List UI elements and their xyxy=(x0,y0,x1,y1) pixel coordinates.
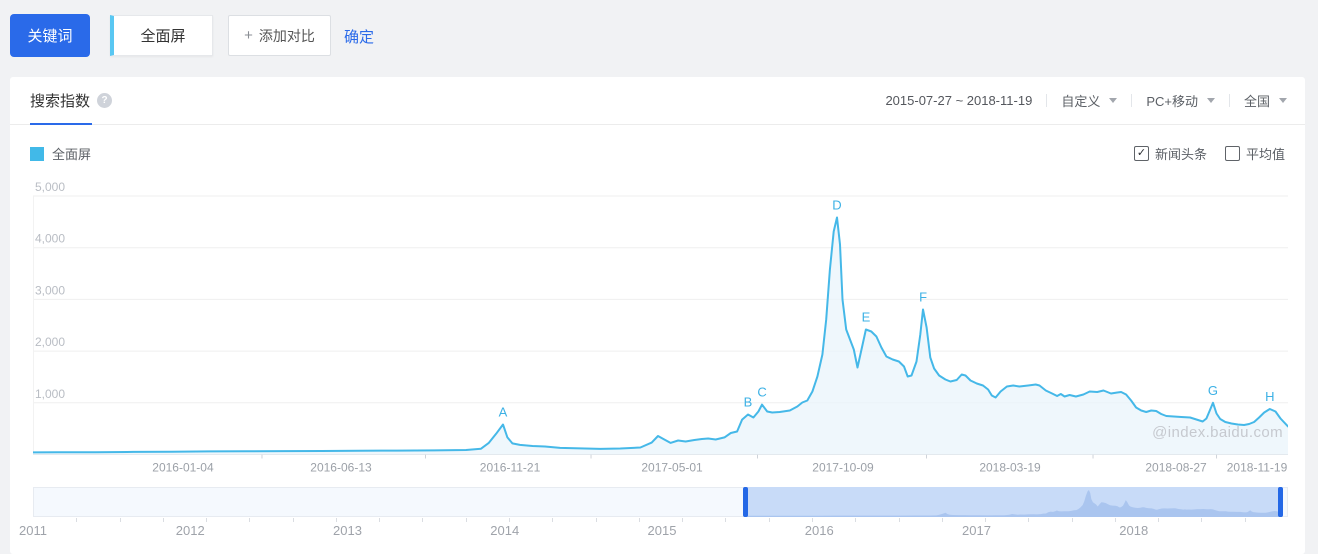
peak-marker-label: D xyxy=(832,198,841,213)
range-preset-dropdown[interactable]: 自定义 xyxy=(1061,91,1118,110)
series-color-swatch xyxy=(30,146,44,161)
peak-marker-label: G xyxy=(1208,383,1218,398)
region-dropdown[interactable]: 全国 xyxy=(1244,91,1287,110)
add-compare-label: 添加对比 xyxy=(258,27,315,44)
divider xyxy=(1131,94,1133,107)
timeline-year-label: 2017 xyxy=(962,523,991,538)
x-axis-tick-label: 2017-05-01 xyxy=(641,461,703,475)
series-legend-label: 全面屏 xyxy=(52,147,92,162)
add-compare-button[interactable]: + 添加对比 xyxy=(228,15,331,56)
peak-marker-label: F xyxy=(919,290,927,305)
chevron-down-icon xyxy=(1206,98,1215,103)
x-axis-tick-label: 2018-03-19 xyxy=(979,461,1041,475)
divider xyxy=(1228,94,1230,107)
timeline-handle-left[interactable] xyxy=(743,487,749,517)
platform-dropdown[interactable]: PC+移动 xyxy=(1146,91,1215,110)
timeline-handle-right[interactable] xyxy=(1277,487,1283,517)
x-axis-tick-label: 2016-11-21 xyxy=(480,461,541,475)
x-axis-tick-label: 2016-01-04 xyxy=(152,461,214,475)
card-header: 搜索指数 ? 2015-07-27 ~ 2018-11-19 自定义 PC+移动… xyxy=(10,77,1305,125)
x-axis-tick-label: 2018-08-27 xyxy=(1145,461,1207,475)
trend-line-chart: 1,000 2,000 3,000 4,000 5,000 2016-01-04 2016-… xyxy=(33,182,1288,475)
keyword-chip-label: 全面屏 xyxy=(140,28,186,45)
y-axis-tick-label: 2,000 xyxy=(35,335,65,349)
region-label: 全国 xyxy=(1243,94,1270,109)
timeline-selected-range[interactable] xyxy=(744,487,1283,517)
chevron-down-icon xyxy=(1279,98,1287,103)
peak-marker-label: C xyxy=(757,385,766,400)
x-axis-tick-label: 2017-10-09 xyxy=(812,461,874,475)
tab-search-index[interactable]: 搜索指数 ? xyxy=(30,77,113,124)
peak-marker-label: H xyxy=(1265,389,1274,404)
date-range[interactable]: 2015-07-27 ~ 2018-11-19 xyxy=(885,93,1033,108)
keyword-chip-quanmianping[interactable]: 全面屏 xyxy=(110,15,213,56)
timeline-year-label: 2014 xyxy=(490,523,520,538)
timeline-ticks xyxy=(33,518,1288,523)
timeline-year-label: 2013 xyxy=(333,523,362,538)
help-icon[interactable]: ? xyxy=(97,93,113,108)
overlay-toggles: ✓ 新闻头条 平均值 xyxy=(1133,144,1285,163)
peak-marker-label: E xyxy=(862,309,871,324)
divider xyxy=(1046,94,1048,107)
checkbox-checked-icon[interactable]: ✓ xyxy=(1133,146,1149,161)
search-index-card: 搜索指数 ? 2015-07-27 ~ 2018-11-19 自定义 PC+移动… xyxy=(10,77,1305,554)
toggle-average-label: 平均值 xyxy=(1245,147,1285,162)
x-axis-tick-label: 2016-06-13 xyxy=(310,461,372,475)
baidu-index-watermark: @index.baidu.com xyxy=(1152,424,1283,441)
timeline-year-label: 2015 xyxy=(647,523,677,538)
y-axis-tick-label: 4,000 xyxy=(35,232,65,246)
y-axis-tick-label: 1,000 xyxy=(35,387,65,401)
platform-label: PC+移动 xyxy=(1146,94,1198,109)
active-tab-underline xyxy=(30,123,92,125)
timeline-slider-track[interactable] xyxy=(33,487,1288,517)
series-legend: 全面屏 xyxy=(30,144,91,163)
y-axis-tick-label: 3,000 xyxy=(35,283,65,297)
timeline-year-label: 2011 xyxy=(19,523,47,538)
checkbox-unchecked-icon[interactable] xyxy=(1224,146,1240,161)
timeline-mini-series xyxy=(744,490,1283,517)
confirm-link[interactable]: 确定 xyxy=(344,29,375,46)
toggle-news-label: 新闻头条 xyxy=(1154,147,1207,162)
keyword-button[interactable]: 关键词 xyxy=(10,14,90,57)
timeline-year-label: 2016 xyxy=(804,523,834,538)
timeline-year-label: 2018 xyxy=(1119,523,1149,538)
toggle-news-headlines[interactable]: ✓ 新闻头条 xyxy=(1133,144,1207,163)
peak-marker-label: A xyxy=(499,405,508,420)
series-area xyxy=(33,217,1288,455)
range-preset-label: 自定义 xyxy=(1061,94,1101,109)
chevron-down-icon xyxy=(1109,98,1118,103)
peak-marker-label: B xyxy=(744,394,753,409)
series-line xyxy=(33,216,1288,454)
timeline-year-label: 2012 xyxy=(175,523,205,538)
timeline-year-labels: 2011 2012 2013 2014 2015 2016 2017 2018 xyxy=(19,523,1288,539)
plus-icon: + xyxy=(244,27,253,44)
tab-search-index-label: 搜索指数 xyxy=(30,93,91,110)
y-axis-tick-label: 5,000 xyxy=(35,182,65,194)
toggle-average[interactable]: 平均值 xyxy=(1224,144,1285,163)
x-axis-tick-label: 2018-11-19 xyxy=(1227,461,1288,475)
header-controls: 2015-07-27 ~ 2018-11-19 自定义 PC+移动 全国 xyxy=(885,77,1287,124)
